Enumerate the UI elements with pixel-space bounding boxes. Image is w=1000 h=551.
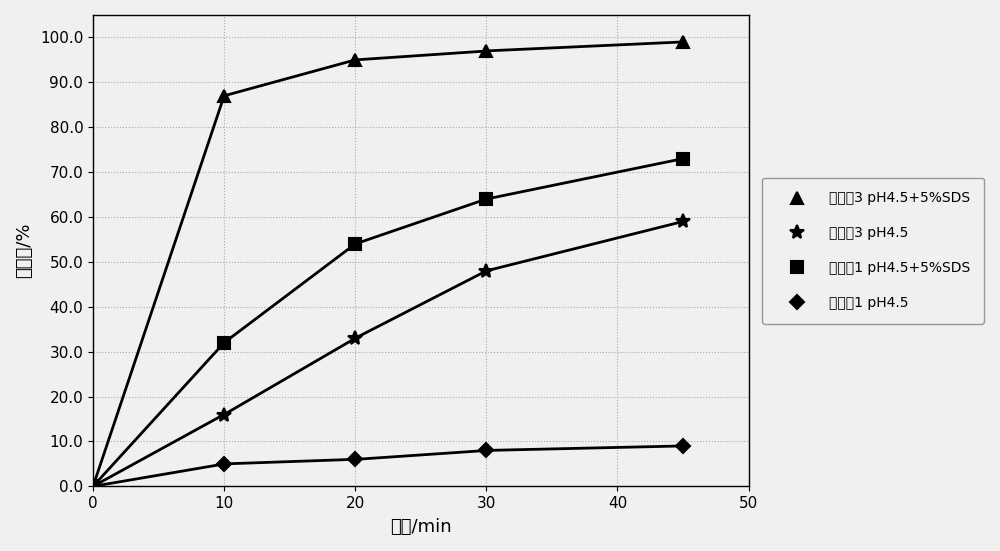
对比例1 pH4.5 — [677, 442, 689, 449]
实施例3 pH4.5+5%SDS — [218, 93, 230, 99]
实施例3 pH4.5+5%SDS — [349, 57, 361, 63]
对比例1 pH4.5+5%SDS — [87, 483, 99, 490]
Y-axis label: 溶出度/%: 溶出度/% — [15, 223, 33, 278]
Line: 实施例3 pH4.5+5%SDS: 实施例3 pH4.5+5%SDS — [87, 36, 689, 492]
Legend: 实施例3 pH4.5+5%SDS, 实施例3 pH4.5, 对比例1 pH4.5+5%SDS, 对比例1 pH4.5: 实施例3 pH4.5+5%SDS, 实施例3 pH4.5, 对比例1 pH4.5… — [762, 177, 984, 324]
Line: 实施例3 pH4.5: 实施例3 pH4.5 — [86, 214, 690, 493]
实施例3 pH4.5 — [349, 335, 361, 342]
实施例3 pH4.5 — [480, 268, 492, 274]
实施例3 pH4.5 — [677, 218, 689, 225]
实施例3 pH4.5+5%SDS — [480, 47, 492, 54]
对比例1 pH4.5+5%SDS — [480, 196, 492, 202]
对比例1 pH4.5+5%SDS — [677, 155, 689, 162]
实施例3 pH4.5 — [87, 483, 99, 490]
对比例1 pH4.5 — [87, 483, 99, 490]
实施例3 pH4.5+5%SDS — [677, 39, 689, 45]
Line: 对比例1 pH4.5: 对比例1 pH4.5 — [88, 441, 688, 491]
实施例3 pH4.5+5%SDS — [87, 483, 99, 490]
对比例1 pH4.5+5%SDS — [349, 241, 361, 247]
实施例3 pH4.5 — [218, 411, 230, 418]
对比例1 pH4.5 — [349, 456, 361, 463]
对比例1 pH4.5 — [480, 447, 492, 453]
对比例1 pH4.5 — [218, 461, 230, 467]
Line: 对比例1 pH4.5+5%SDS: 对比例1 pH4.5+5%SDS — [87, 153, 689, 492]
X-axis label: 时间/min: 时间/min — [390, 518, 452, 536]
对比例1 pH4.5+5%SDS — [218, 339, 230, 346]
